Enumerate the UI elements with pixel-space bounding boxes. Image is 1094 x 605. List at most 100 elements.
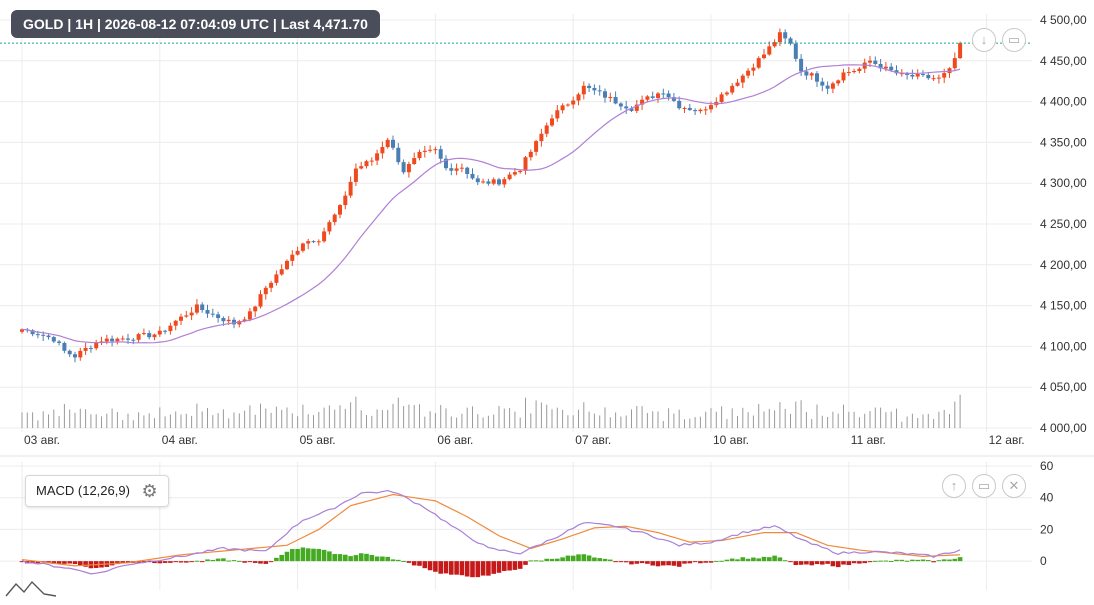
macd-histogram-bar — [936, 560, 942, 562]
candle-body — [115, 338, 120, 342]
candle-body — [205, 310, 210, 314]
time-axis-label: 04 авг. — [162, 433, 198, 447]
arrow-up-icon: ↑ — [950, 478, 958, 493]
candle-body — [41, 334, 46, 336]
candle-body — [523, 157, 528, 171]
candle-body — [629, 108, 634, 111]
separator: | — [96, 16, 101, 32]
candle-body — [709, 105, 713, 110]
candle-body — [857, 68, 862, 71]
macd-histogram-bar — [268, 561, 274, 563]
candle-body — [618, 103, 623, 107]
macd-histogram-bar — [687, 561, 693, 564]
candle-body — [322, 231, 327, 242]
macd-histogram-bar — [231, 560, 237, 562]
macd-histogram-bar — [666, 561, 671, 566]
macd-histogram-bar — [443, 561, 449, 574]
macd-histogram-bar — [221, 558, 226, 562]
candle-body — [253, 306, 258, 312]
candle-body — [926, 74, 931, 79]
macd-histogram-bar — [284, 551, 290, 562]
macd-histogram-bar — [491, 561, 496, 574]
macd-histogram-bar — [316, 548, 322, 562]
macd-histogram-bar — [888, 561, 894, 563]
candle-body — [666, 93, 671, 98]
candle-body — [327, 222, 332, 232]
macd-histogram-bar — [883, 560, 889, 562]
macd-histogram-bar — [438, 561, 443, 574]
candle-body — [104, 338, 109, 342]
candle-body — [820, 81, 825, 86]
candle-body — [216, 314, 221, 319]
macd-histogram-bar — [915, 559, 920, 562]
macd-histogram-bar — [544, 558, 549, 562]
candle-body — [799, 58, 804, 72]
move-pane-up-button[interactable]: ↑ — [942, 474, 966, 498]
macd-histogram-bar — [35, 561, 41, 564]
macd-histogram-bar — [83, 561, 88, 567]
candle-body — [550, 118, 554, 126]
candle-body — [300, 243, 305, 251]
macd-histogram-bar — [512, 561, 518, 570]
macd-histogram-bar — [682, 561, 687, 564]
candle-body — [285, 260, 289, 270]
macd-histogram-bar — [555, 558, 560, 562]
close-icon: ✕ — [1008, 478, 1020, 493]
macd-histogram-bar — [480, 561, 486, 576]
time-axis-label: 10 авг. — [713, 433, 749, 447]
macd-histogram-bar — [698, 561, 703, 564]
candle-body — [157, 330, 162, 335]
macd-histogram-bar — [645, 561, 650, 564]
candle-body — [35, 334, 40, 336]
price-axis-label: 4 300,00 — [1040, 176, 1087, 190]
macd-histogram-bar — [390, 559, 396, 562]
gear-icon[interactable]: ⚙ — [141, 481, 158, 501]
candle-body — [417, 151, 422, 159]
macd-histogram-bar — [592, 557, 597, 562]
macd-histogram-bar — [873, 560, 878, 562]
candle-body — [735, 82, 740, 86]
macd-histogram-bar — [152, 561, 157, 564]
macd-histogram-bar — [189, 561, 194, 563]
close-pane-button[interactable]: ✕ — [1002, 474, 1026, 498]
candle-body — [57, 341, 62, 343]
candle-body — [804, 71, 809, 76]
macd-histogram-bar — [931, 561, 936, 563]
macd-histogram-bar — [374, 556, 380, 562]
macd-histogram-bar — [162, 561, 168, 563]
macd-histogram-bar — [798, 561, 804, 565]
candle-body — [73, 354, 77, 358]
candle-body — [62, 342, 67, 351]
candle-body — [624, 106, 629, 109]
candle-body — [20, 329, 24, 332]
macd-histogram-bar — [210, 559, 216, 562]
macd-histogram-bar — [454, 561, 459, 575]
arrow-down-icon: ↓ — [980, 32, 988, 47]
macd-histogram-bar — [46, 561, 51, 563]
candle-body — [719, 94, 724, 103]
macd-histogram-bar — [194, 560, 200, 562]
scroll-down-button[interactable]: ↓ — [972, 28, 996, 52]
candle-body — [396, 147, 401, 163]
macd-histogram-bar — [72, 561, 78, 565]
candle-body — [693, 110, 698, 112]
macd-histogram-bar — [703, 561, 708, 563]
macd-histogram-bar — [549, 558, 555, 562]
candle-body — [952, 58, 957, 69]
candle-body — [597, 90, 602, 92]
candle-body — [783, 32, 788, 39]
macd-histogram-bar — [305, 548, 311, 562]
macd-histogram-bar — [449, 561, 454, 575]
macd-fullscreen-button[interactable]: ▭ — [972, 474, 996, 498]
candle-body — [189, 312, 194, 316]
candle-body — [534, 141, 539, 152]
macd-histogram-bar — [655, 561, 661, 567]
candle-body — [905, 73, 910, 75]
candle-body — [539, 133, 544, 142]
symbol-label: GOLD — [23, 16, 64, 32]
price-axis-label: 4 000,00 — [1040, 421, 1087, 435]
candle-body — [751, 67, 756, 71]
fullscreen-icon: ▭ — [1007, 32, 1021, 47]
macd-histogram-bar — [634, 561, 640, 564]
main-fullscreen-button[interactable]: ▭ — [1002, 28, 1026, 52]
